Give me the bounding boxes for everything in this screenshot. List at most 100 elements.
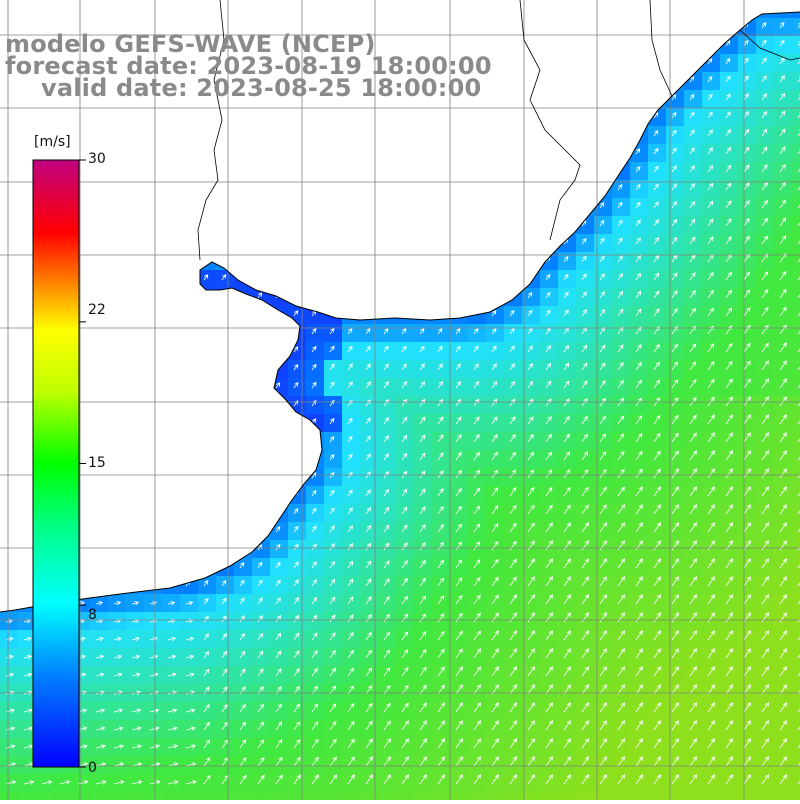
wind-cell: [576, 756, 594, 774]
wind-cell: [792, 396, 800, 414]
wind-arrow: [239, 562, 245, 569]
wind-arrow: [455, 487, 462, 497]
wind-arrow: [131, 726, 142, 731]
wind-cell: [342, 342, 360, 360]
wind-cell: [738, 792, 756, 800]
wind-arrow: [653, 774, 662, 785]
wind-arrow: [509, 433, 516, 443]
wind-arrow: [95, 636, 104, 642]
wind-cell: [270, 756, 288, 774]
wind-cell: [756, 378, 774, 396]
wind-arrow: [707, 414, 715, 425]
wind-arrow: [311, 721, 319, 731]
wind-cell: [612, 558, 630, 576]
wind-cell: [522, 774, 540, 792]
wind-cell: [756, 90, 774, 108]
wind-cell: [396, 648, 414, 666]
wind-cell: [378, 342, 396, 360]
wind-arrow: [779, 558, 788, 569]
wind-cell: [270, 774, 288, 792]
wind-cell: [288, 720, 306, 738]
wind-cell: [792, 252, 800, 270]
wind-arrow: [635, 361, 642, 371]
wind-cell: [288, 738, 306, 756]
wind-arrow: [761, 181, 768, 191]
wind-arrow: [707, 289, 714, 299]
wind-cell: [504, 594, 522, 612]
wind-arrow: [473, 469, 481, 479]
wind-cell: [252, 630, 270, 648]
wind-arrow: [473, 327, 479, 335]
wind-cell: [756, 594, 774, 612]
wind-cell: [720, 486, 738, 504]
wind-arrow: [779, 146, 786, 155]
colorbar-gradient: [32, 159, 80, 768]
wind-arrow: [419, 684, 427, 695]
wind-cell: [180, 792, 198, 800]
wind-arrow: [725, 253, 732, 263]
wind-cell: [594, 288, 612, 306]
wind-arrow: [743, 486, 752, 497]
wind-cell: [792, 378, 800, 396]
wind-arrow: [599, 486, 607, 497]
wind-arrow: [725, 774, 734, 785]
wind-arrow: [563, 255, 569, 263]
wind-arrow: [347, 453, 353, 461]
wind-cell: [324, 774, 342, 792]
wind-arrow: [347, 542, 354, 551]
wind-arrow: [491, 327, 497, 335]
coastline-path: [0, 11, 800, 613]
wind-arrow: [239, 757, 247, 767]
wind-cell: [288, 558, 306, 576]
wind-cell: [612, 360, 630, 378]
wind-arrow: [689, 361, 697, 371]
wind-cell: [576, 738, 594, 756]
wind-cell: [594, 216, 612, 234]
wind-cell: [504, 666, 522, 684]
wind-cell: [576, 306, 594, 324]
wind-cell: [324, 720, 342, 738]
wind-arrow: [23, 780, 35, 785]
wind-cell: [720, 180, 738, 198]
wind-cell: [792, 360, 800, 378]
wind-cell: [684, 378, 702, 396]
wind-arrow: [221, 633, 227, 641]
wind-arrow: [329, 399, 335, 407]
wind-arrow: [617, 738, 626, 749]
wind-cell: [468, 486, 486, 504]
wind-cell: [486, 738, 504, 756]
wind-arrow: [797, 468, 800, 479]
wind-cell: [576, 450, 594, 468]
wind-arrow: [707, 594, 716, 605]
wind-cell: [774, 18, 792, 36]
wind-cell: [306, 378, 324, 396]
wind-cell: [738, 216, 756, 234]
wind-arrow: [23, 708, 33, 713]
wind-cell: [468, 702, 486, 720]
wind-cell: [648, 378, 666, 396]
wind-cell: [612, 414, 630, 432]
wind-arrow: [185, 726, 196, 731]
wind-arrow: [635, 433, 643, 443]
wind-arrow: [293, 363, 299, 371]
wind-arrow: [491, 576, 499, 587]
wind-arrow: [437, 666, 445, 677]
wind-cell: [720, 396, 738, 414]
wind-cell: [450, 342, 468, 360]
wind-cell: [522, 648, 540, 666]
wind-cell: [738, 360, 756, 378]
wind-arrow: [329, 632, 336, 641]
wind-arrow: [491, 363, 497, 371]
wind-arrow: [365, 578, 372, 587]
wind-cell: [792, 414, 800, 432]
wind-arrow: [113, 708, 124, 713]
wind-arrow: [509, 451, 516, 461]
wind-arrow: [707, 325, 715, 335]
wind-cell: [792, 720, 800, 738]
wind-cell: [414, 540, 432, 558]
wind-arrow: [761, 414, 770, 425]
wind-arrow: [383, 417, 389, 425]
wind-cell: [756, 702, 774, 720]
wind-arrow: [437, 434, 444, 443]
wind-arrow: [311, 614, 318, 623]
